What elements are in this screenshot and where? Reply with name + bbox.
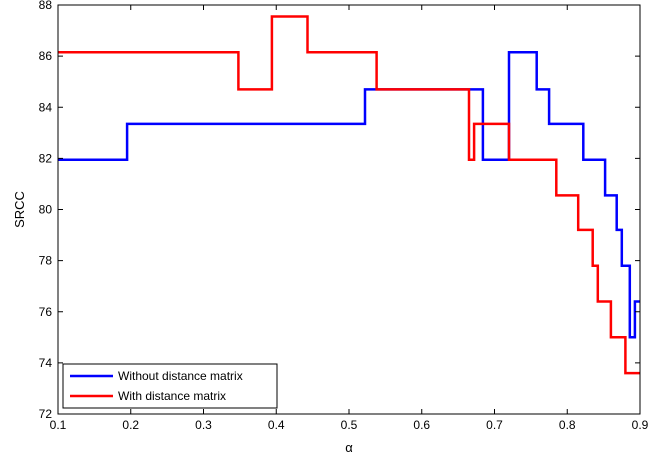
x-tick-label: 0.4 [268, 418, 285, 432]
x-axis-label: α [345, 440, 353, 455]
x-tick-label: 0.9 [632, 418, 649, 432]
y-tick-label: 74 [39, 356, 53, 370]
x-tick-label: 0.2 [122, 418, 139, 432]
y-tick-label: 84 [39, 100, 53, 114]
y-tick-label: 72 [39, 407, 53, 421]
x-tick-label: 0.8 [559, 418, 576, 432]
y-tick-label: 88 [39, 0, 53, 12]
y-tick-label: 80 [39, 203, 53, 217]
y-tick-label: 78 [39, 254, 53, 268]
x-tick-label: 0.7 [486, 418, 503, 432]
ticks-layer: 0.1 0.2 0.3 0.4 0.5 0.6 0.7 0.8 0.9 72 74 76 78 80 82 8… [39, 0, 649, 432]
y-tick-label: 82 [39, 151, 53, 165]
series-line-with-distance-matrix [58, 15, 640, 375]
legend-label-with-distance-matrix: With distance matrix [118, 389, 226, 403]
legend: Without distance matrix With distance ma… [62, 363, 278, 409]
y-tick-label: 86 [39, 49, 53, 63]
legend-label-without-distance-matrix: Without distance matrix [118, 369, 243, 383]
series-layer [58, 15, 640, 375]
x-tick-label: 0.3 [195, 418, 212, 432]
x-tick-label: 0.6 [413, 418, 430, 432]
y-axis-label: SRCC [12, 191, 27, 228]
x-tick-label: 0.5 [341, 418, 358, 432]
legend-box [62, 363, 278, 409]
y-tick-label: 76 [39, 305, 53, 319]
x-tick-label: 0.1 [50, 418, 67, 432]
